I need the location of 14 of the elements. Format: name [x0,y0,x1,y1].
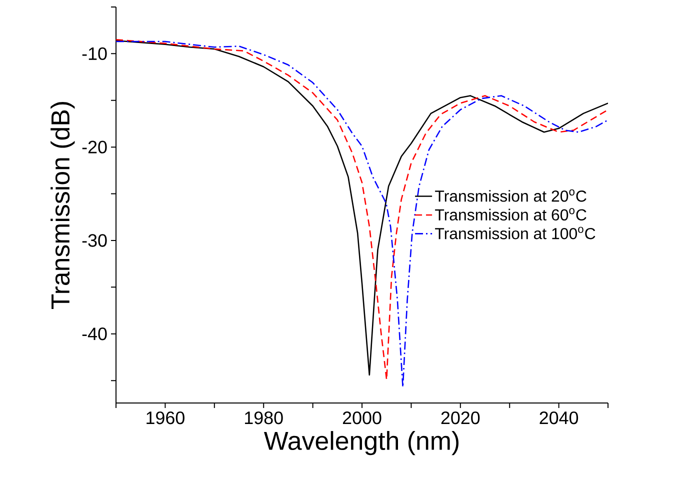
y-tick-label: -30 [82,234,107,247]
x-tick-label: 2040 [540,411,578,424]
legend-label: Transmission at 60$^{o}$C [435,208,586,220]
y-tick-label: -10 [82,47,107,60]
legend-label: Transmission at 100$^{o}$C [435,226,596,240]
legend-label: Transmission at 20$^{o}$C [435,189,586,202]
y-tick-label: -20 [82,140,107,154]
y-tick-label: -40 [82,328,107,340]
x-tick-label: 1960 [146,411,184,424]
x-tick-label: 2020 [441,411,480,424]
y-axis-title: Transmission (dB) [50,102,75,309]
x-axis-title: Wavelength (nm) [264,431,458,456]
x-tick-label: 2000 [342,411,382,424]
x-tick-label: 1980 [245,411,283,424]
